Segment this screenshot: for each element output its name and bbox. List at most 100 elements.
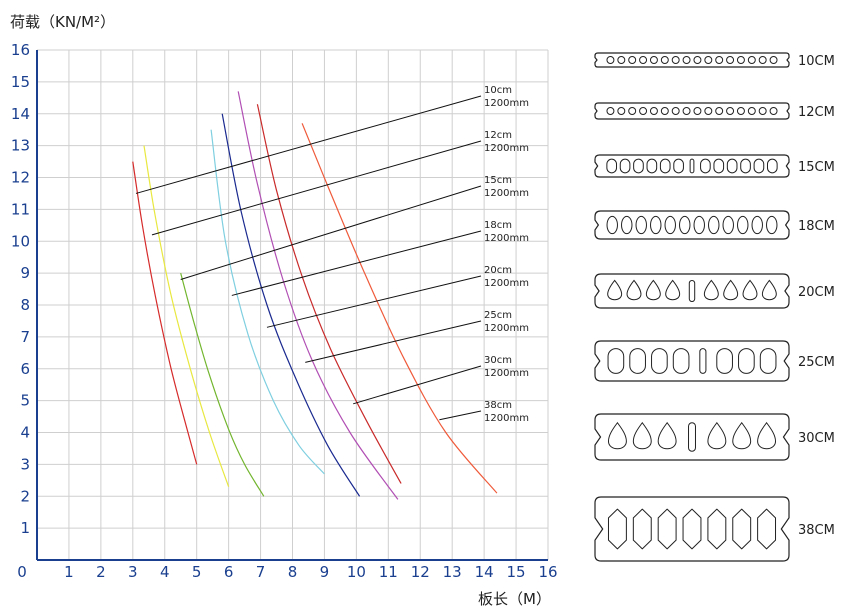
series-callouts: 10cm 1200mm 12cm 1200mm 15cm 1200mm 18cm 1200mm…	[135, 85, 529, 424]
x-axis-title: 板长（M）	[478, 590, 551, 608]
section-label: 12CM	[798, 105, 835, 120]
slab-void	[632, 508, 652, 550]
section-label: 30CM	[798, 431, 835, 446]
slab-void	[736, 107, 745, 115]
callout-leader	[305, 320, 482, 363]
callout-label: 20cm	[484, 265, 512, 276]
x-tick-label: 16	[538, 563, 557, 581]
slab-void	[632, 421, 652, 450]
slab-void	[722, 215, 734, 235]
callout-leader	[439, 410, 482, 421]
load-span-chart: 荷载（KN/M²） 板长（M） 0 1 2 3 4 5 6 7 8 9 10 11 12 13 14 15 16…	[10, 13, 558, 608]
y-tick-label: 6	[20, 360, 30, 378]
slab-void	[689, 158, 695, 174]
slab-void	[726, 158, 738, 174]
slab-void	[657, 421, 677, 450]
series-line	[180, 272, 265, 497]
x-tick-label: 15	[507, 563, 526, 581]
x-tick-label: 13	[443, 563, 462, 581]
grid	[37, 49, 549, 560]
slab-void	[607, 421, 627, 450]
slab-void	[606, 158, 618, 174]
y-tick-label: 14	[11, 105, 30, 123]
y-axis-title: 荷载（KN/M²）	[10, 13, 115, 31]
slab-void	[723, 279, 739, 301]
callout-leader	[180, 185, 482, 280]
x-tick-label: 4	[160, 563, 170, 581]
slab-void	[759, 348, 777, 374]
section-label: 20CM	[798, 285, 835, 300]
callout-leader	[353, 365, 482, 405]
slab-void	[639, 56, 648, 64]
slab-void	[704, 56, 713, 64]
y-tick-label: 9	[20, 264, 30, 282]
slab-void	[716, 348, 733, 374]
slab-void	[682, 56, 691, 64]
tick-labels: 0 1 2 3 4 5 6 7 8 9 10 11 12 13 14 15 161234567891011121…	[11, 41, 558, 581]
y-tick-label: 16	[11, 41, 30, 59]
slab-void	[629, 348, 646, 374]
y-tick-label: 8	[20, 296, 30, 314]
series-line	[132, 161, 198, 465]
slab-void	[682, 508, 702, 550]
slab-void	[769, 107, 778, 115]
callout-label: 1200mm	[484, 278, 529, 289]
slab-void	[617, 56, 626, 64]
slab-void	[628, 56, 637, 64]
x-tick-label: 3	[128, 563, 138, 581]
section-label: 38CM	[798, 523, 835, 538]
x-tick-label: 10	[347, 563, 366, 581]
slab-outline	[594, 273, 790, 309]
callout-label: 1200mm	[484, 323, 529, 334]
slab-void	[688, 279, 696, 303]
series-line	[301, 123, 498, 494]
series-line	[143, 145, 230, 487]
callout-label: 12cm	[484, 130, 512, 141]
y-tick-label: 10	[11, 232, 30, 250]
slab-void	[626, 279, 642, 301]
callout-leader	[151, 140, 482, 236]
slab-void	[757, 421, 777, 450]
slab-void	[747, 56, 756, 64]
section-label: 15CM	[798, 160, 835, 175]
slab-void	[671, 107, 680, 115]
callout-label: 1200mm	[484, 233, 529, 244]
x-tick-label: 6	[224, 563, 234, 581]
y-tick-label: 4	[20, 424, 30, 442]
slab-void	[736, 56, 745, 64]
slab-outline	[594, 102, 790, 120]
slab-void	[747, 107, 756, 115]
slab-void	[665, 279, 681, 301]
y-tick-label: 1	[20, 519, 30, 537]
series-line	[221, 113, 361, 497]
slab-void	[633, 158, 644, 174]
slab-void	[619, 158, 631, 174]
callout-label: 30cm	[484, 355, 512, 366]
series-lines	[132, 91, 498, 500]
slab-void	[659, 158, 671, 174]
callout-leader	[231, 230, 482, 296]
slab-void	[708, 215, 720, 235]
y-tick-label: 12	[11, 169, 30, 187]
callout-leader	[266, 275, 482, 328]
slab-void	[758, 56, 767, 64]
x-tick-label: 9	[320, 563, 330, 581]
callout-label: 25cm	[484, 310, 512, 321]
slab-void	[713, 158, 725, 174]
slab-void	[751, 215, 763, 235]
slab-void	[707, 508, 727, 550]
slab-void	[617, 107, 626, 115]
slab-void	[693, 56, 702, 64]
slab-void	[635, 215, 647, 235]
x-tick-label: 12	[411, 563, 430, 581]
slab-void	[682, 107, 691, 115]
callout-label: 1200mm	[484, 368, 529, 379]
slab-void	[657, 508, 677, 550]
slab-outline	[594, 413, 790, 461]
slab-void	[715, 56, 724, 64]
slab-void	[621, 215, 633, 235]
slab-void	[737, 215, 749, 235]
slab-void	[704, 107, 713, 115]
slab-void	[699, 348, 707, 374]
x-tick-label: 2	[96, 563, 106, 581]
